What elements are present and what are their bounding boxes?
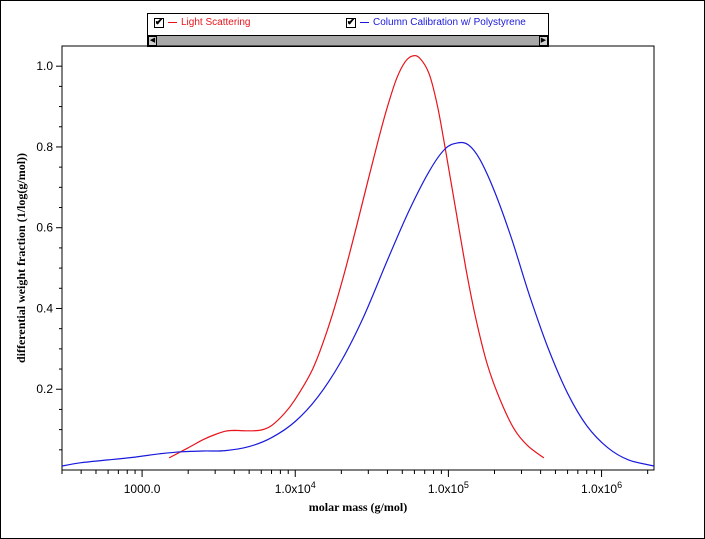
y-tick-label: 0.4 — [36, 301, 53, 315]
legend-swatch-column-calibration — [360, 22, 369, 23]
x-tick-label: 1.0x104 — [275, 480, 316, 496]
legend-label-light-scattering: Light Scattering — [181, 17, 251, 28]
legend-label-column-calibration: Column Calibration w/ Polystyrene — [373, 17, 526, 28]
x-tick-label: 1.0x106 — [581, 480, 622, 496]
y-axis-title: differential weight fraction (1/log(g/mo… — [14, 153, 28, 363]
series-line-light-scattering — [168, 55, 545, 459]
y-tick-label: 0.8 — [36, 140, 53, 154]
legend-item-light-scattering[interactable]: ✔ Light Scattering — [154, 17, 251, 28]
y-tick-label: 0.2 — [36, 382, 53, 396]
plot-area — [61, 45, 655, 471]
checkbox-column-calibration[interactable]: ✔ — [346, 16, 356, 28]
checkbox-light-scattering[interactable]: ✔ — [154, 16, 164, 28]
x-tick-label: 1.0x105 — [428, 480, 469, 496]
x-tick-label: 1000.0 — [124, 482, 161, 496]
legend-item-column-calibration[interactable]: ✔ Column Calibration w/ Polystyrene — [346, 17, 526, 28]
legend-swatch-light-scattering — [168, 22, 177, 23]
y-tick-label: 1.0 — [36, 59, 53, 73]
legend: ✔ Light Scattering ✔ Column Calibration … — [147, 13, 549, 47]
x-axis-title: molar mass (g/mol) — [309, 500, 407, 514]
y-tick-label: 0.6 — [36, 221, 53, 235]
series-line-column-calibration — [61, 141, 655, 467]
legend-row: ✔ Light Scattering ✔ Column Calibration … — [148, 14, 548, 36]
